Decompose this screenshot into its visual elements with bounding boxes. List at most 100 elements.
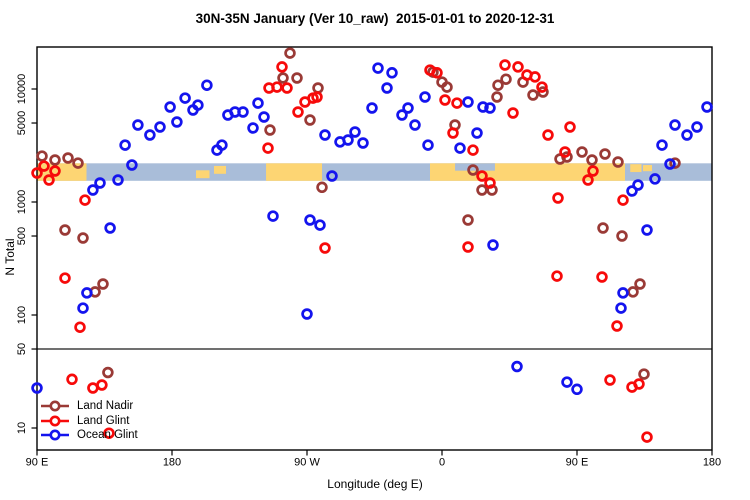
data-point-land-glint [451,97,463,109]
data-point-ocean-glint [77,302,89,314]
data-point-land-nadir [669,157,681,169]
strip-island-patch [214,165,226,174]
data-point-land-glint [79,194,91,206]
data-point-land-glint [641,431,653,443]
legend-item-ocean-glint: Ocean Glint [40,428,138,443]
data-point-land-glint [551,270,563,282]
strip-land-segment [266,163,322,181]
y-tick-label: 50 [16,343,28,355]
data-point-land-nadir [491,91,503,103]
data-point-ocean-glint [626,185,638,197]
data-point-ocean-glint [419,91,431,103]
data-point-land-nadir [467,164,479,176]
data-point-ocean-glint [691,121,703,133]
data-point-land-glint [462,241,474,253]
data-point-land-nadir [476,184,488,196]
data-point-land-nadir [599,148,611,160]
data-point-ocean-glint [94,177,106,189]
data-point-land-nadir [537,86,549,98]
data-point-land-nadir [441,81,453,93]
data-point-land-glint [596,271,608,283]
data-point-land-nadir [277,72,289,84]
y-tick-label: 1000 [16,190,28,214]
data-point-ocean-glint [477,101,489,113]
data-point-ocean-glint [484,102,496,114]
y-axis-label: N Total [3,238,17,276]
data-point-land-glint [66,373,78,386]
data-point-ocean-glint [319,129,331,141]
strip-island-patch [196,170,210,179]
data-point-ocean-glint [237,106,249,118]
data-point-land-glint [512,61,524,73]
data-point-ocean-glint [641,224,653,236]
data-point-land-nadir [462,214,474,226]
data-point-ocean-glint [112,174,124,186]
data-point-land-nadir [284,47,296,59]
data-point-ocean-glint [396,109,408,121]
data-point-ocean-glint [454,142,466,154]
data-point-ocean-glint [258,111,270,123]
data-point-ocean-glint [154,121,166,133]
data-point-land-glint [587,165,599,177]
data-point-ocean-glint [164,101,176,113]
data-point-land-glint [617,194,629,206]
data-point-land-glint [319,242,331,254]
data-point-land-glint [59,272,71,284]
data-point-land-glint [38,160,50,172]
data-point-ocean-glint [462,96,474,108]
data-point-ocean-glint [487,239,499,251]
data-point-land-glint [31,167,43,179]
x-tick-label: 90 E [26,457,49,469]
data-point-land-glint [431,67,443,79]
data-point-land-nadir [627,286,639,298]
data-point-land-glint [467,144,479,156]
data-point-land-nadir [264,124,276,136]
data-point-ocean-glint [104,222,116,234]
legend-label: Land Glint [77,414,130,427]
data-point-ocean-glint [267,210,279,222]
data-point-land-glint [633,378,645,390]
data-point-land-nadir [576,146,588,158]
x-tick-label: 90 W [294,457,320,469]
x-tick-label: 180 [163,457,181,469]
data-point-ocean-glint [252,97,264,109]
legend-item-land-glint: Land Glint [40,414,138,429]
data-point-ocean-glint [701,101,713,113]
data-point-ocean-glint [615,302,627,314]
data-point-land-glint [87,382,99,394]
data-point-land-nadir [77,232,89,244]
data-point-land-nadir [612,156,624,168]
data-point-ocean-glint [381,82,393,94]
data-point-ocean-glint [171,116,183,128]
data-point-land-glint [74,321,86,333]
data-point-land-nadir [62,152,74,164]
data-point-land-glint [476,170,488,182]
data-point-land-nadir [291,72,303,84]
data-point-land-nadir [102,366,114,379]
data-point-land-glint [49,165,61,177]
data-point-ocean-glint [349,126,361,138]
data-point-ocean-glint [357,137,369,149]
data-point-land-glint [447,127,459,139]
data-point-ocean-glint [372,62,384,74]
data-point-ocean-glint [511,360,523,373]
data-point-land-glint [292,106,304,118]
data-point-land-glint [281,82,293,94]
data-point-ocean-glint [342,134,354,146]
data-point-land-glint [564,121,576,133]
data-point-land-nadir [49,154,61,166]
data-point-ocean-glint [119,139,131,151]
data-point-ocean-glint [386,67,398,79]
legend-item-land-nadir: Land Nadir [40,399,138,414]
data-point-ocean-glint [409,119,421,131]
data-point-ocean-glint [216,139,228,151]
data-point-land-nadir [97,278,109,290]
data-point-land-glint [262,142,274,154]
data-point-land-glint [499,59,511,71]
data-point-ocean-glint [87,184,99,196]
data-point-ocean-glint [301,308,313,320]
data-point-ocean-glint [304,214,316,226]
data-point-ocean-glint [617,287,629,299]
